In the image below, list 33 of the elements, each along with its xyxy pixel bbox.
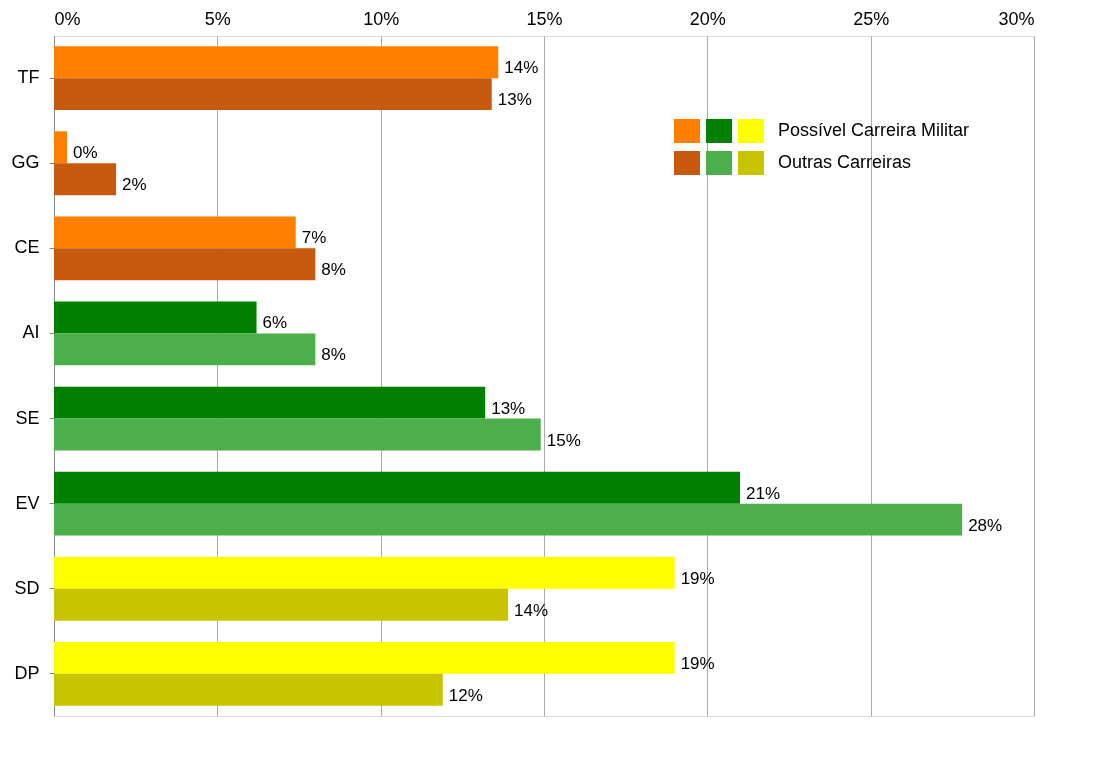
- y-tick-label: DP: [14, 662, 40, 683]
- data-label: 13%: [491, 398, 526, 418]
- legend-label: Outras Carreiras: [778, 152, 912, 172]
- y-tick-label: CE: [14, 237, 40, 258]
- data-label: 14%: [514, 600, 549, 620]
- data-label: 15%: [546, 430, 581, 450]
- y-tick-label: EV: [15, 492, 40, 513]
- y-tick-label: TF: [17, 67, 40, 88]
- data-label: 14%: [504, 58, 539, 78]
- data-label: 2%: [122, 175, 147, 195]
- x-tick-label: 25%: [853, 8, 890, 29]
- data-label: 8%: [321, 345, 346, 365]
- x-tick-label: 20%: [689, 8, 726, 29]
- data-label: 19%: [680, 568, 715, 588]
- data-label: 19%: [680, 653, 715, 673]
- x-tick-label: 30%: [998, 8, 1035, 29]
- x-tick-label: 15%: [526, 8, 563, 29]
- x-tick-label: 0%: [54, 8, 81, 29]
- data-label: 6%: [262, 313, 288, 333]
- data-label: 7%: [301, 228, 327, 248]
- y-tick-label: AI: [22, 322, 40, 343]
- data-label: 8%: [321, 260, 346, 280]
- data-label: 0%: [73, 143, 98, 163]
- data-label: 21%: [746, 483, 781, 503]
- data-label: 13%: [497, 90, 532, 110]
- data-label: 28%: [968, 515, 1003, 535]
- y-tick-label: SD: [14, 577, 40, 598]
- data-label: 12%: [448, 685, 483, 705]
- y-tick-label: GG: [11, 152, 40, 173]
- y-tick-label: SE: [15, 407, 40, 428]
- x-tick-label: 10%: [363, 8, 400, 29]
- x-tick-label: 5%: [204, 8, 231, 29]
- legend-label: Possível Carreira Militar: [778, 120, 970, 140]
